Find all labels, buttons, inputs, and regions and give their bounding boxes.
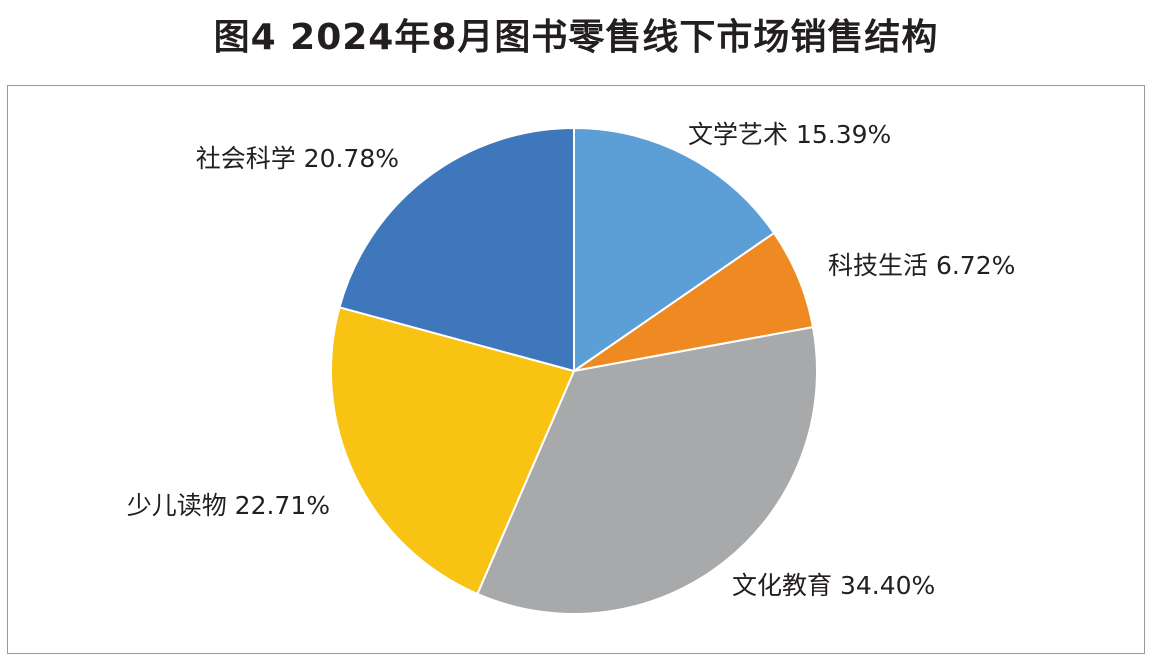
chart-title: 图4 2024年8月图书零售线下市场销售结构 bbox=[213, 17, 939, 58]
pie-slice-4 bbox=[329, 306, 575, 595]
pie-labels: 文学艺术 15.39% 科技生活 6.72% 文化教育 34.40% 少儿读物 22.… bbox=[127, 120, 1016, 600]
slice-label-3: 文化教育 34.40% bbox=[732, 571, 935, 600]
chart-frame bbox=[7, 85, 1145, 654]
pie-slice-1 bbox=[573, 127, 776, 372]
slice-label-1: 文学艺术 15.39% bbox=[688, 120, 891, 149]
slice-label-4: 少儿读物 22.71% bbox=[127, 491, 330, 520]
slice-label-2: 科技生活 6.72% bbox=[828, 251, 1015, 280]
pie-slices bbox=[329, 127, 818, 615]
slice-label-5: 社会科学 20.78% bbox=[196, 144, 399, 173]
pie-slice-5 bbox=[338, 127, 575, 372]
